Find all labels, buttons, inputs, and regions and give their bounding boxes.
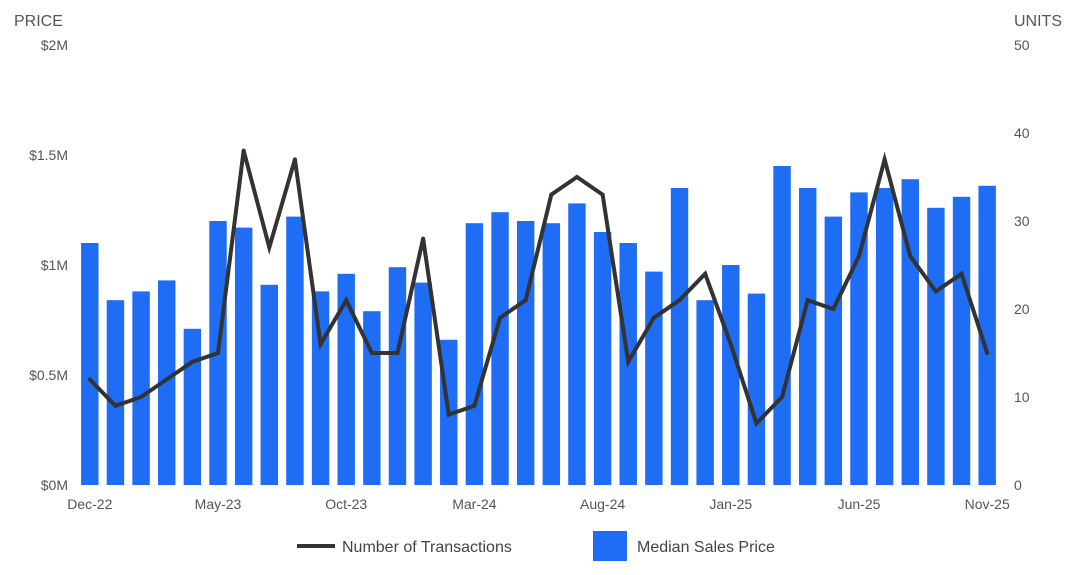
legend-label-transactions: Number of Transactions: [342, 539, 512, 556]
left-tick-label: $2M: [41, 37, 68, 53]
price-bar: [491, 212, 509, 485]
transactions-point: [882, 157, 887, 162]
transactions-point: [574, 175, 579, 179]
transactions-point: [241, 148, 246, 153]
price-bar: [132, 291, 150, 485]
price-bar: [516, 221, 535, 485]
transactions-point: [113, 403, 118, 408]
transactions-point: [344, 298, 349, 303]
transactions-point: [908, 254, 913, 259]
transactions-point: [369, 351, 374, 355]
chart-legend: Number of Transactions Median Sales Price: [297, 531, 775, 561]
transactions-point: [651, 315, 656, 320]
left-tick-label: $0M: [41, 477, 68, 493]
transactions-point: [164, 377, 169, 382]
price-bar: [824, 216, 843, 485]
x-tick-label: Dec-22: [67, 496, 112, 512]
price-bar: [927, 207, 945, 486]
price-bar: [234, 227, 253, 485]
transactions-point: [395, 351, 400, 355]
price-bar: [542, 223, 561, 485]
price-bar: [747, 293, 766, 485]
price-bar: [593, 232, 612, 485]
x-tick-label: May-23: [195, 496, 242, 512]
transactions-line: [88, 150, 990, 428]
right-tick-label: 0: [1014, 477, 1022, 493]
x-tick-label: Jan-25: [709, 496, 752, 512]
transactions-point: [318, 342, 323, 347]
price-bar: [901, 179, 919, 485]
price-bar: [952, 196, 971, 486]
right-tick-label: 20: [1014, 301, 1030, 317]
price-bar: [388, 267, 407, 485]
transactions-point: [421, 236, 426, 241]
transactions-point: [780, 395, 785, 399]
price-bar: [311, 291, 330, 485]
transactions-point: [985, 351, 990, 355]
price-bar: [670, 188, 689, 485]
price-bar: [414, 282, 432, 485]
legend-label-price: Median Sales Price: [637, 539, 775, 556]
transactions-point: [677, 298, 682, 303]
x-tick-label: Nov-25: [965, 496, 1010, 512]
transactions-point: [703, 271, 708, 276]
transactions-point: [728, 342, 733, 347]
x-tick-label: Mar-24: [452, 496, 497, 512]
price-bar: [337, 273, 355, 485]
right-axis-title: UNITS: [1014, 13, 1062, 30]
transactions-point: [216, 351, 221, 355]
price-bar: [978, 185, 996, 486]
price-bar: [568, 203, 586, 485]
x-tick-label: Aug-24: [580, 496, 625, 512]
transactions-point: [267, 245, 272, 250]
left-tick-label: $0.5M: [29, 367, 68, 383]
transactions-point: [831, 307, 836, 311]
transactions-point: [805, 298, 810, 303]
legend-bar-swatch: [593, 531, 627, 561]
transactions-point: [523, 298, 528, 303]
left-tick-label: $1.5M: [29, 147, 68, 163]
price-bar: [722, 265, 740, 485]
transactions-point: [549, 192, 554, 197]
transactions-point: [292, 157, 297, 162]
transactions-point: [472, 403, 477, 408]
price-bar: [645, 271, 663, 485]
transactions-point: [87, 377, 92, 382]
right-tick-label: 50: [1014, 37, 1030, 53]
right-tick-label: 30: [1014, 213, 1030, 229]
right-tick-label: 10: [1014, 389, 1030, 405]
transactions-point: [856, 254, 861, 259]
transactions-point: [446, 412, 451, 417]
price-bar: [81, 243, 99, 485]
left-axis-title: PRICE: [14, 13, 63, 30]
price-bar: [260, 284, 278, 485]
transactions-point: [959, 271, 964, 276]
price-bar: [798, 188, 817, 485]
transactions-point: [626, 359, 631, 364]
price-bar: [158, 280, 176, 485]
transactions-point: [139, 395, 144, 399]
price-bar: [286, 216, 304, 485]
transactions-point: [933, 289, 938, 294]
transactions-point: [600, 192, 605, 197]
transactions-point: [498, 315, 503, 320]
price-bar: [696, 300, 714, 485]
price-bar: [465, 223, 484, 485]
transactions-point: [754, 421, 759, 426]
price-bar: [183, 328, 202, 485]
price-bar: [875, 188, 894, 485]
right-tick-label: 40: [1014, 125, 1030, 141]
price-bar: [106, 300, 125, 485]
left-tick-label: $1M: [41, 257, 68, 273]
x-tick-label: Oct-23: [325, 496, 367, 512]
transactions-point: [190, 359, 195, 364]
x-tick-label: Jun-25: [838, 496, 881, 512]
price-bar: [773, 166, 791, 485]
